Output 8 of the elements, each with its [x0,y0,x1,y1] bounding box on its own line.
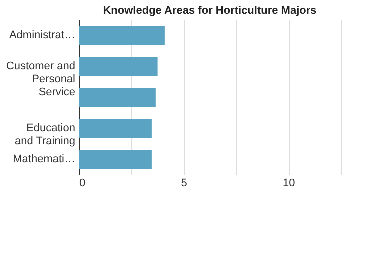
y-tick-label: Education and Training [14,122,76,148]
y-tick-label: Administrat… [9,30,76,42]
y-tick-label: Mathemati… [13,154,76,166]
x-tick-label: 5 [181,178,188,190]
x-tick-label: 0 [80,178,86,190]
y-tick-label: Customer and Personal Service [6,60,76,98]
chart-title: Knowledge Areas for Horticulture Majors [103,5,317,17]
x-tick-label: 10 [282,178,296,190]
